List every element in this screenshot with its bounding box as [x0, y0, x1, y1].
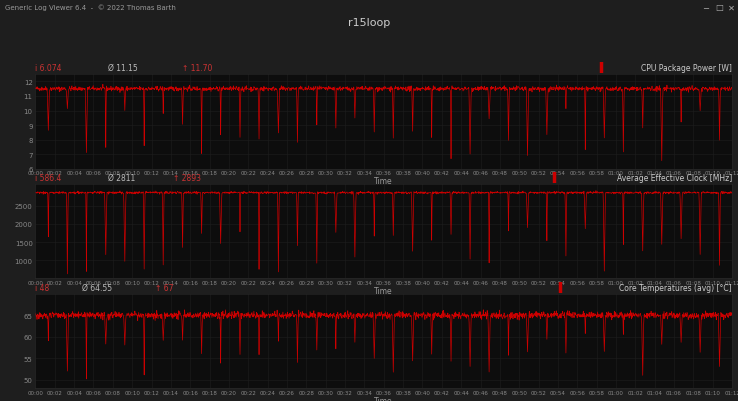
- Text: r15loop: r15loop: [348, 18, 390, 28]
- Text: □: □: [715, 3, 723, 12]
- Text: ↑ 67: ↑ 67: [155, 283, 173, 292]
- Text: Average Effective Clock [MHz]: Average Effective Clock [MHz]: [617, 174, 732, 182]
- Text: i 586.4: i 586.4: [35, 174, 62, 182]
- Text: ─: ─: [703, 3, 708, 12]
- X-axis label: Time: Time: [374, 177, 393, 186]
- Text: Core Temperatures (avg) [°C]: Core Temperatures (avg) [°C]: [619, 283, 732, 292]
- X-axis label: Time: Time: [374, 286, 393, 296]
- Text: ✕: ✕: [728, 3, 735, 12]
- Text: Ø 64.55: Ø 64.55: [82, 283, 112, 292]
- Text: Ø 11.15: Ø 11.15: [108, 64, 138, 73]
- Text: i 6.074: i 6.074: [35, 64, 62, 73]
- Text: ↑ 2893: ↑ 2893: [173, 174, 201, 182]
- Text: Generic Log Viewer 6.4  -  © 2022 Thomas Barth: Generic Log Viewer 6.4 - © 2022 Thomas B…: [5, 4, 176, 11]
- Text: CPU Package Power [W]: CPU Package Power [W]: [641, 64, 732, 73]
- X-axis label: Time: Time: [374, 396, 393, 401]
- Text: ↑ 11.70: ↑ 11.70: [182, 64, 212, 73]
- Text: Ø 2811: Ø 2811: [108, 174, 136, 182]
- Text: i 48: i 48: [35, 283, 49, 292]
